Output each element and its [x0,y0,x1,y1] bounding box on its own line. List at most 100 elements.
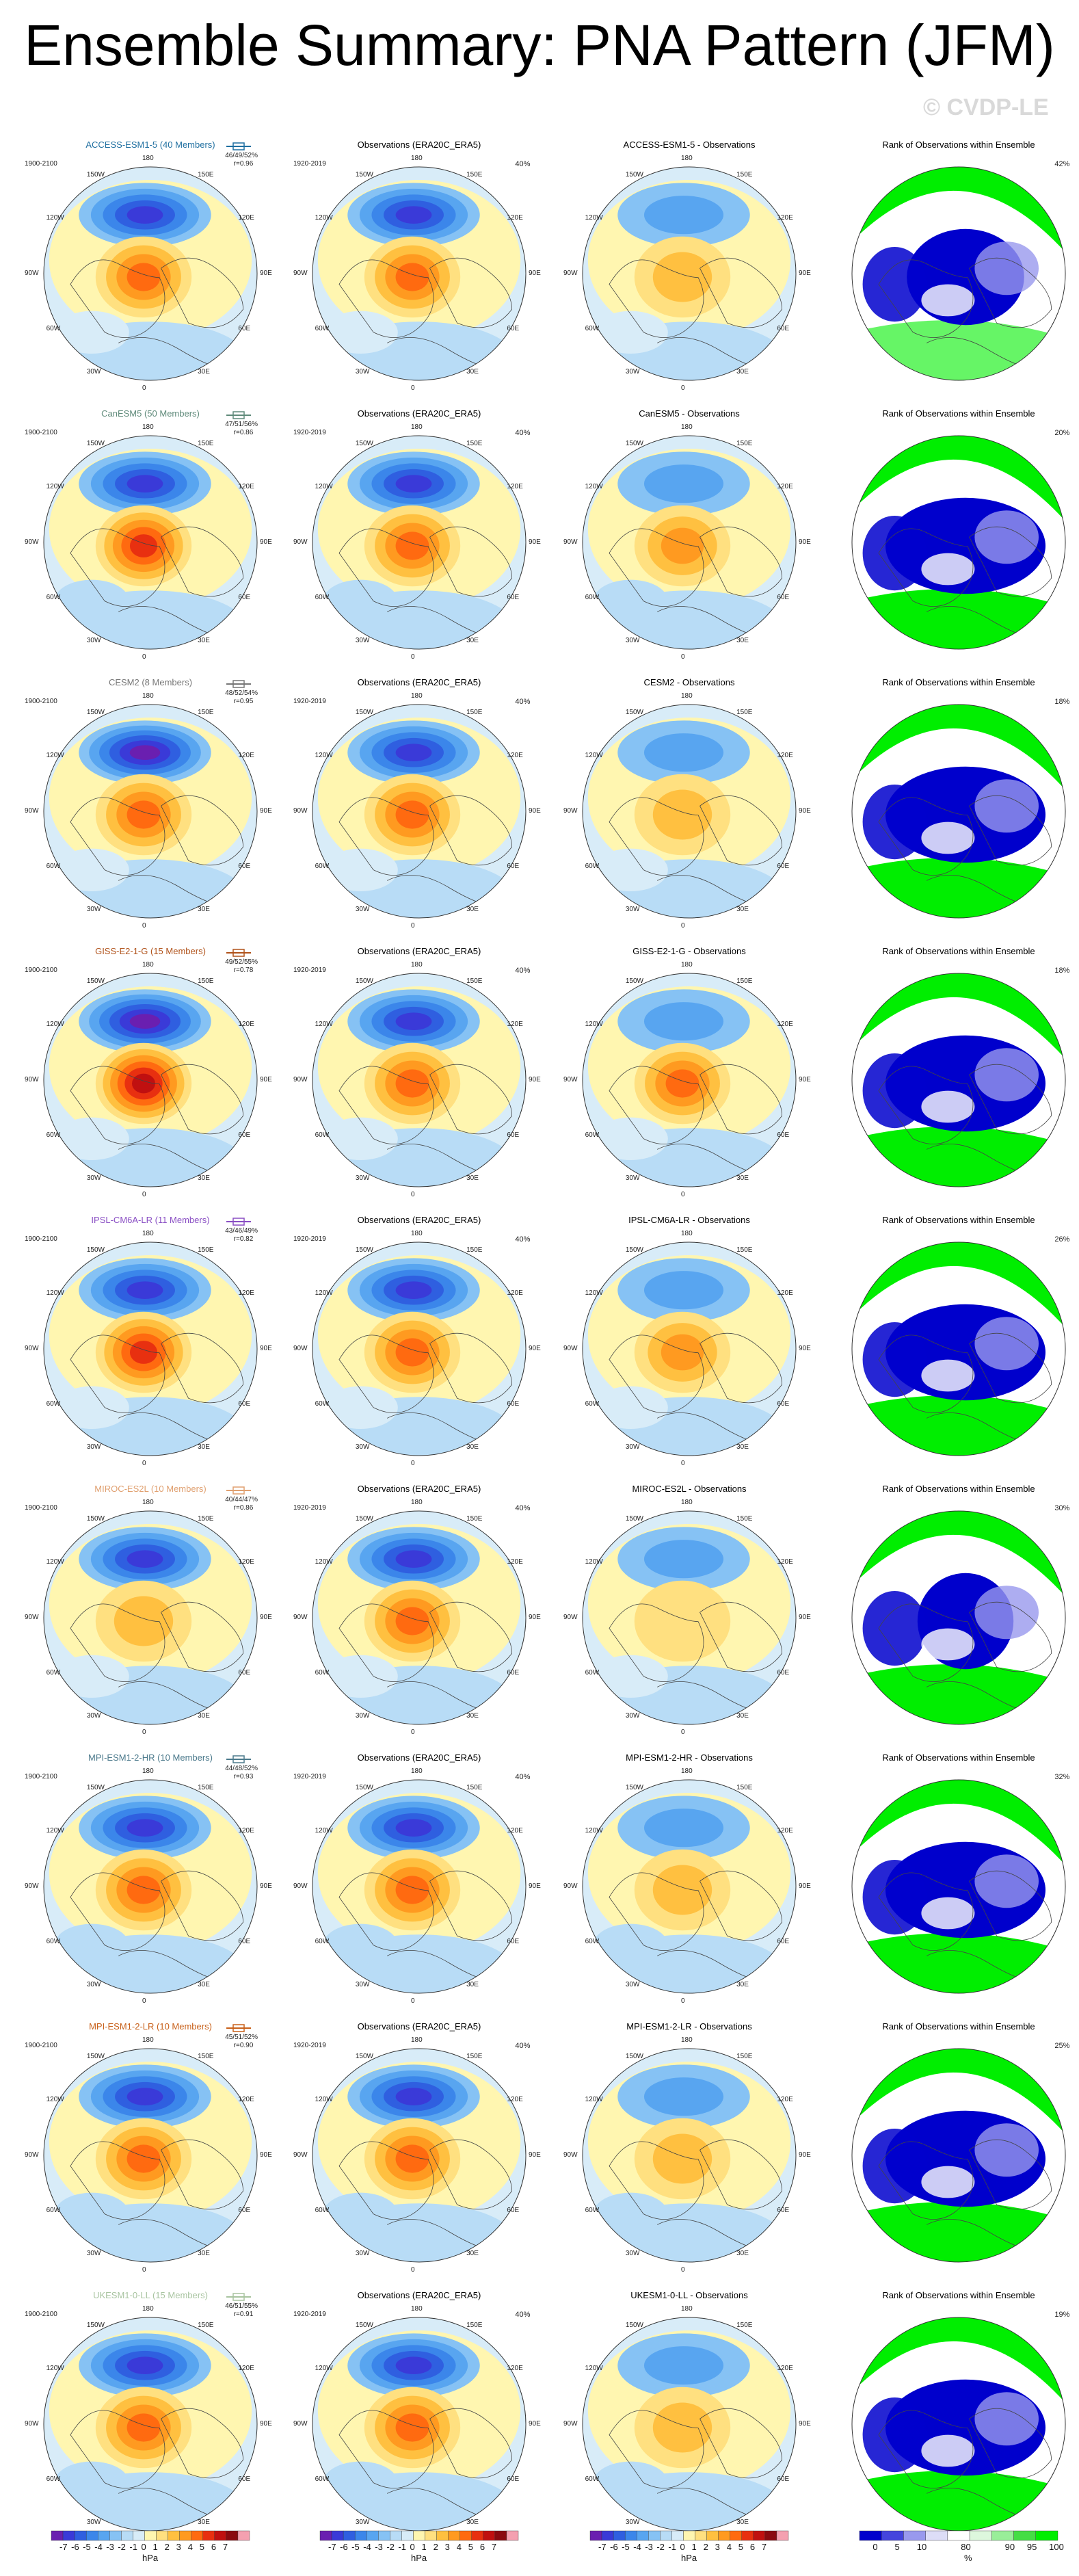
period-label: 1900-2100 [25,160,57,168]
rank-colorbar-tick: 80 [961,2542,971,2552]
colorbar-tick: -6 [340,2542,348,2552]
longitude-label: 150W [86,709,105,717]
longitude-label: 150E [466,2322,483,2330]
panel-title: Rank of Observations within Ensemble [882,1752,1035,1763]
panel-title: Observations (ERA20C_ERA5) [357,946,481,956]
panel-title: ACCESS-ESM1-5 (40 Members) [85,140,215,150]
longitude-label: 180 [681,1230,693,1237]
longitude-label: 120E [238,751,254,759]
longitude-label: 30E [198,636,210,644]
longitude-label: 150E [466,1246,483,1254]
longitude-label: 0 [142,1997,146,2005]
longitude-label: 30E [736,1980,749,1988]
longitude-label: 120E [507,482,523,490]
panel-title: Rank of Observations within Ensemble [882,1484,1035,1494]
panel-title: Observations (ERA20C_ERA5) [357,140,481,150]
longitude-label: 60E [777,2207,790,2215]
colorbar-tick: -4 [633,2542,641,2552]
longitude-label: 120W [315,213,333,222]
longitude-label: 120W [46,1826,64,1835]
pattern-stats: 43/46/49% [225,1227,258,1235]
spread-whisker-icon [226,142,252,150]
period-label: 1900-2100 [25,1773,57,1780]
longitude-label: 120E [238,1020,254,1028]
period-label: 1900-2100 [25,698,57,705]
longitude-label: 90W [563,2420,578,2428]
longitude-label: 60W [315,1400,330,1408]
longitude-label: 180 [142,2305,154,2313]
panel-title: MPI-ESM1-2-LR (10 Members) [89,2021,212,2032]
longitude-label: 0 [681,1729,685,1736]
longitude-label: 30W [625,1980,640,1988]
longitude-label: 30E [736,2518,749,2526]
panel-title: CESM2 - Observations [643,677,735,687]
longitude-label: 180 [681,2305,693,2313]
longitude-label: 60W [585,594,600,602]
longitude-label: 0 [142,1191,146,1198]
longitude-label: 90E [529,1614,541,1621]
longitude-label: 150E [198,709,214,717]
longitude-label: 120W [585,2364,603,2372]
longitude-label: 60W [315,1938,330,1946]
longitude-label: 150E [736,171,753,179]
longitude-label: 30E [198,1174,210,1182]
longitude-label: 120W [315,1826,333,1835]
longitude-label: 90E [529,807,541,815]
spread-whisker-icon [226,411,252,419]
longitude-label: 180 [142,2036,154,2044]
pattern-correlation: r=0.91 [233,2311,254,2318]
period-label: 1900-2100 [25,1235,57,1243]
longitude-label: 150W [625,440,643,448]
longitude-label: 90W [293,1614,308,1621]
longitude-label: 0 [411,1997,415,2005]
longitude-label: 60W [315,2475,330,2484]
longitude-label: 90E [529,2151,541,2159]
panel-title: UKESM1-0-LL - Observations [630,2290,748,2300]
longitude-label: 150W [355,2053,373,2061]
colorbar-tick: 1 [691,2542,697,2552]
colorbar-swatch [506,2530,519,2541]
longitude-label: 90W [563,270,578,277]
longitude-label: 120W [585,751,603,759]
longitude-label: 60E [777,1669,790,1677]
longitude-label: 60E [238,594,251,602]
colorbar-tick: 6 [749,2542,756,2552]
longitude-label: 120E [507,2364,523,2372]
longitude-label: 120E [777,1558,793,1566]
panel-title: MIROC-ES2L (10 Members) [94,1484,207,1494]
longitude-label: 0 [411,653,415,661]
longitude-label: 30E [466,1711,479,1720]
longitude-label: 90E [529,1076,541,1083]
longitude-label: 60E [507,1938,520,1946]
explained-variance: 18% [1054,967,1070,975]
colorbar-tick: 0 [141,2542,146,2552]
longitude-label: 150E [466,1784,483,1792]
longitude-label: 150E [198,1784,214,1792]
longitude-label: 120W [585,1020,603,1028]
pattern-stats: 46/49/52% [225,152,258,159]
longitude-label: 0 [681,1191,685,1198]
panel-title: MPI-ESM1-2-HR (10 Members) [88,1752,213,1763]
longitude-label: 120W [46,1020,64,1028]
colorbar-tick: 0 [410,2542,415,2552]
longitude-label: 0 [411,1729,415,1736]
pattern-stats: 40/44/47% [225,1496,258,1503]
explained-variance: 20% [1054,429,1070,437]
longitude-label: 90W [25,538,39,546]
longitude-label: 150E [198,977,214,986]
longitude-label: 90W [25,270,39,277]
colorbar-tick: -3 [375,2542,383,2552]
longitude-label: 150W [355,709,373,717]
pattern-correlation: r=0.95 [233,698,254,705]
longitude-label: 120E [238,2364,254,2372]
explained-variance: 18% [1054,698,1070,706]
longitude-label: 90W [293,807,308,815]
panel-title: ACCESS-ESM1-5 - Observations [623,140,756,150]
spread-whisker-icon [226,2024,252,2032]
longitude-label: 0 [681,1460,685,1467]
longitude-label: 90E [799,1076,811,1083]
longitude-label: 90E [529,270,541,277]
longitude-label: 150E [736,440,753,448]
longitude-label: 30E [466,1443,479,1451]
explained-variance: 40% [515,698,531,706]
